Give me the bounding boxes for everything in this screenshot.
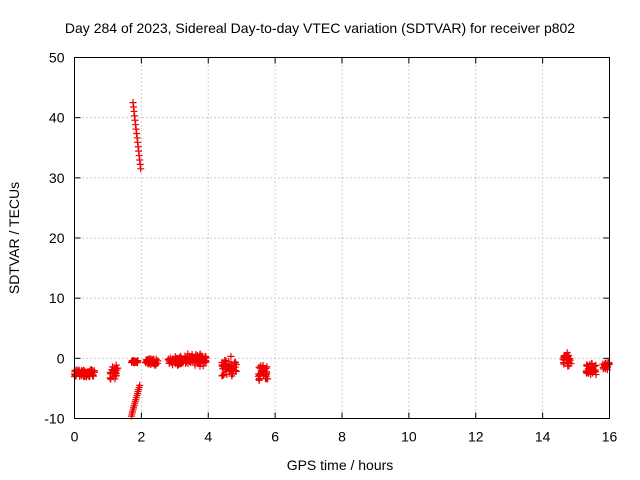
data-point bbox=[261, 366, 269, 374]
data-point bbox=[264, 375, 272, 383]
data-point bbox=[230, 359, 238, 367]
data-point bbox=[137, 165, 145, 173]
chart-title: Day 284 of 2023, Sidereal Day-to-day VTE… bbox=[65, 20, 575, 36]
x-axis-label: GPS time / hours bbox=[287, 457, 394, 473]
x-tick-label: 16 bbox=[602, 429, 618, 445]
data-point bbox=[219, 365, 227, 373]
x-tick-label: 14 bbox=[535, 429, 551, 445]
y-axis-label: SDTVAR / TECUs bbox=[6, 182, 22, 294]
data-point bbox=[129, 357, 137, 365]
data-point bbox=[228, 366, 236, 374]
data-point bbox=[262, 370, 270, 378]
data-point bbox=[560, 360, 568, 368]
data-point bbox=[76, 371, 84, 379]
y-tick-label: 30 bbox=[49, 170, 65, 186]
y-tick-label: 50 bbox=[49, 50, 65, 66]
y-tick-label: 40 bbox=[49, 110, 65, 126]
data-point bbox=[583, 362, 591, 370]
x-tick-label: 10 bbox=[401, 429, 417, 445]
data-point bbox=[134, 357, 142, 365]
axes: 0 2 4 6 8 10 12 14 16 -10 0 10 20 30 40 50 bbox=[44, 50, 617, 445]
data-point bbox=[224, 362, 232, 370]
data-point bbox=[144, 357, 152, 365]
data-point bbox=[200, 355, 208, 363]
y-tick-label: -10 bbox=[44, 411, 64, 427]
data-point bbox=[147, 361, 155, 369]
data-point bbox=[563, 356, 571, 364]
data-point bbox=[107, 375, 115, 383]
data-point bbox=[90, 367, 98, 375]
data-point bbox=[219, 372, 227, 380]
data-point bbox=[562, 351, 570, 359]
data-point bbox=[173, 358, 181, 366]
data-point bbox=[605, 360, 613, 368]
data-point bbox=[256, 371, 264, 379]
data-points bbox=[71, 99, 613, 420]
x-tick-label: 0 bbox=[71, 429, 79, 445]
data-point bbox=[111, 365, 119, 373]
data-point bbox=[193, 352, 201, 360]
data-point bbox=[222, 357, 230, 365]
x-tick-label: 4 bbox=[204, 429, 212, 445]
x-tick-label: 8 bbox=[338, 429, 346, 445]
data-point bbox=[588, 359, 596, 367]
data-point bbox=[227, 352, 235, 360]
data-point bbox=[256, 364, 264, 372]
data-point bbox=[167, 358, 175, 366]
data-point bbox=[223, 370, 231, 378]
data-point bbox=[185, 355, 193, 363]
data-point bbox=[142, 358, 150, 366]
y-tick-label: 0 bbox=[57, 350, 65, 366]
x-tick-label: 2 bbox=[137, 429, 145, 445]
data-point bbox=[136, 381, 144, 389]
data-point bbox=[231, 358, 239, 366]
x-tick-label: 12 bbox=[468, 429, 484, 445]
y-tick-label: 20 bbox=[49, 230, 65, 246]
data-point bbox=[106, 374, 114, 382]
data-point bbox=[255, 375, 263, 383]
data-point bbox=[181, 352, 189, 360]
data-point bbox=[585, 369, 593, 377]
data-point bbox=[592, 368, 600, 376]
grid-lines bbox=[74, 57, 610, 419]
y-tick-label: 10 bbox=[49, 290, 65, 306]
data-point bbox=[85, 368, 93, 376]
x-tick-label: 6 bbox=[271, 429, 279, 445]
data-point bbox=[191, 358, 199, 366]
data-point bbox=[583, 368, 591, 376]
